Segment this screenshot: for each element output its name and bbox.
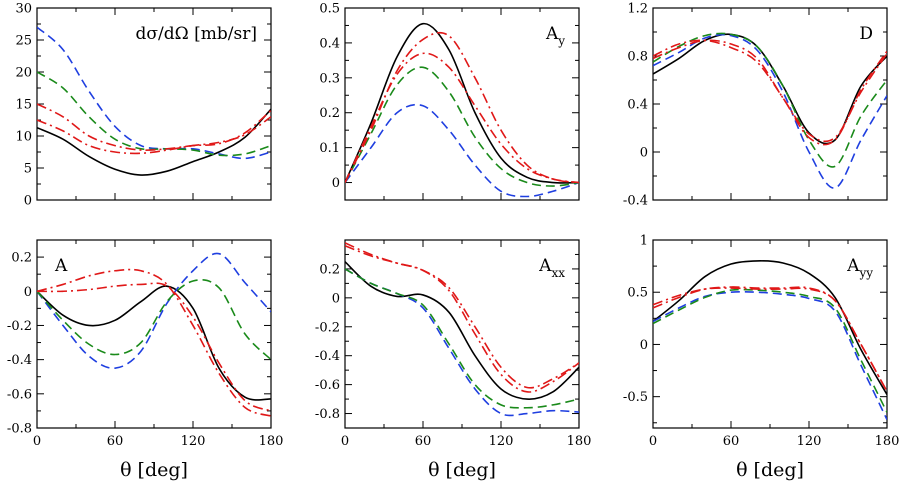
y-tick-label: 0.8 — [627, 50, 648, 65]
y-tick-label: -0.5 — [623, 390, 648, 405]
series-line-5 — [653, 287, 887, 392]
series-line-2 — [37, 26, 271, 160]
plot-frame — [36, 239, 272, 429]
series-line-5 — [653, 39, 887, 146]
y-tick-label: 10 — [15, 130, 32, 145]
y-tick-label: 1 — [640, 234, 648, 249]
y-tick-label: -0.4 — [623, 194, 648, 209]
series-line-3 — [653, 288, 887, 413]
panel-title: D — [859, 24, 873, 44]
y-tick-label: -0.8 — [315, 407, 340, 422]
y-tick-label: 0.2 — [319, 106, 340, 121]
y-tick-label: 0 — [640, 338, 648, 353]
series-line-1 — [37, 285, 271, 401]
y-tick-label: 0.5 — [627, 286, 648, 301]
series-group — [37, 252, 271, 417]
y-tick-label: 0.2 — [319, 262, 340, 277]
x-tick-label: 180 — [875, 434, 900, 449]
y-tick-label: 0.5 — [319, 2, 340, 17]
panel-title: Ayy — [846, 256, 873, 280]
x-tick-label: 120 — [797, 434, 822, 449]
x-axis-label: θ [deg] — [428, 459, 496, 481]
y-tick-label: 0.4 — [319, 36, 340, 51]
x-axis-label: θ [deg] — [120, 459, 188, 481]
series-line-2 — [653, 291, 887, 420]
x-tick-label: 120 — [181, 434, 206, 449]
series-group — [345, 22, 579, 198]
y-tick-label: 0 — [24, 285, 32, 300]
y-tick-label: -0.2 — [315, 320, 340, 335]
series-line-5 — [37, 116, 271, 155]
series-line-1 — [345, 22, 579, 184]
series-line-3 — [653, 32, 887, 168]
series-line-3 — [345, 268, 579, 409]
panel-title: A — [54, 256, 68, 276]
panel-title: Ay — [545, 24, 565, 48]
panel-title: dσ/dΩ [mb/sr] — [136, 24, 257, 44]
y-tick-label: -0.6 — [315, 378, 340, 393]
series-line-1 — [653, 33, 887, 145]
panel-4: 0 60 120 180 -0.8 -0.6 -0.4 -0.2 0 0.2 Aθ [deg] — [7, 239, 284, 481]
y-tick-label: 0.3 — [319, 71, 340, 86]
y-tick-label: 30 — [15, 2, 32, 17]
series-line-2 — [37, 252, 271, 370]
series-line-3 — [37, 279, 271, 361]
x-tick-label: 60 — [723, 434, 740, 449]
y-tick-label: 0 — [24, 194, 32, 209]
y-tick-label: -0.6 — [7, 387, 32, 402]
y-tick-label: 5 — [24, 162, 32, 177]
series-line-1 — [653, 260, 887, 395]
x-tick-label: 180 — [567, 434, 592, 449]
series-group — [653, 260, 887, 420]
series-line-4 — [37, 268, 271, 417]
panel-5: 0 60 120 180 -0.8 -0.6 -0.4 -0.2 0 0.2 Axx θ [deg] — [315, 239, 592, 481]
x-tick-label: 120 — [489, 434, 514, 449]
x-axis-label: θ [deg] — [736, 459, 804, 481]
y-tick-label: 15 — [15, 98, 32, 113]
series-line-4 — [345, 52, 579, 184]
y-tick-label: 0 — [332, 176, 340, 191]
series-line-3 — [345, 66, 579, 187]
series-line-5 — [345, 31, 579, 184]
panel-1: 0 5 10 15 20 25 30 dσ/dΩ [mb/sr] — [15, 2, 272, 209]
y-tick-label: -0.4 — [315, 349, 340, 364]
series-line-4 — [653, 286, 887, 392]
y-tick-label: 1.2 — [627, 2, 648, 17]
x-tick-label: 0 — [341, 434, 349, 449]
y-tick-label: 0.1 — [319, 141, 340, 156]
x-tick-label: 0 — [649, 434, 657, 449]
series-line-1 — [345, 261, 579, 400]
y-tick-label: 20 — [15, 66, 32, 81]
x-tick-label: 180 — [259, 434, 284, 449]
y-tick-label: 0.2 — [11, 251, 32, 266]
series-group — [345, 242, 579, 417]
panel-3: -0.4 0 0.4 0.8 1.2 D — [623, 2, 888, 209]
series-line-5 — [345, 245, 579, 393]
x-tick-label: 60 — [415, 434, 432, 449]
y-tick-label: 0 — [332, 291, 340, 306]
y-tick-label: -0.8 — [7, 422, 32, 437]
y-tick-label: -0.4 — [7, 353, 32, 368]
x-tick-label: 60 — [107, 434, 124, 449]
y-tick-label: -0.2 — [7, 319, 32, 334]
series-line-4 — [653, 39, 887, 143]
series-line-2 — [345, 103, 579, 198]
y-tick-label: 0.4 — [627, 98, 648, 113]
panel-2: 0 0.1 0.2 0.3 0.4 0.5 Ay — [319, 2, 580, 201]
series-line-2 — [653, 33, 887, 189]
panel-6: 0 60 120 180 -0.5 0 0.5 1 Ayy θ [deg] — [623, 234, 899, 482]
y-tick-label: 0 — [640, 146, 648, 161]
y-tick-label: 25 — [15, 34, 32, 49]
series-group — [37, 26, 271, 176]
plot-frame — [344, 7, 580, 201]
panel-title: Axx — [538, 256, 565, 280]
x-tick-label: 0 — [33, 434, 41, 449]
series-line-5 — [37, 282, 271, 412]
series-line-1 — [37, 108, 271, 176]
series-group — [653, 32, 887, 189]
